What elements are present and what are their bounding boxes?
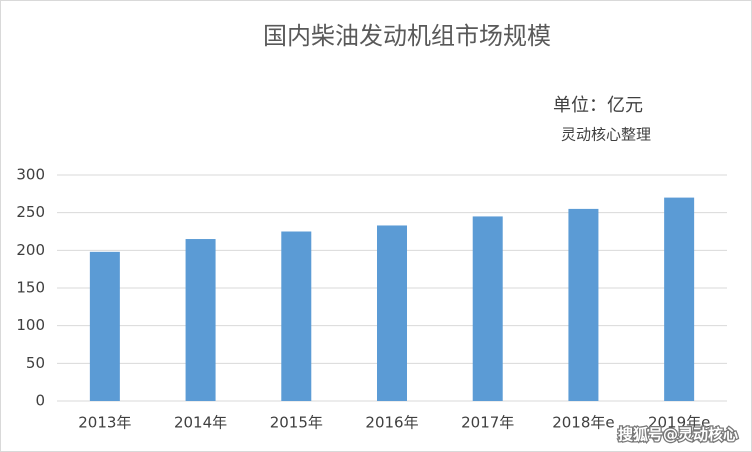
bar bbox=[568, 208, 599, 401]
y-tick-label: 250 bbox=[16, 203, 45, 221]
bar bbox=[377, 225, 407, 401]
x-tick-label: 2013年 bbox=[78, 414, 131, 432]
bar bbox=[664, 197, 695, 401]
y-tick-label: 150 bbox=[16, 279, 45, 297]
bar bbox=[89, 251, 120, 401]
bar bbox=[472, 216, 503, 401]
y-tick-label: 200 bbox=[16, 241, 45, 259]
y-tick-label: 300 bbox=[16, 166, 45, 184]
bar bbox=[185, 239, 216, 401]
x-tick-label: 2015年 bbox=[270, 414, 323, 432]
x-tick-label: 2016年 bbox=[365, 414, 418, 432]
x-tick-label: 2019年e bbox=[648, 414, 710, 432]
y-tick-label: 0 bbox=[35, 392, 45, 410]
unit-note: 单位：亿元 bbox=[553, 95, 643, 116]
x-tick-label: 2017年 bbox=[461, 414, 514, 432]
y-tick-label: 50 bbox=[26, 354, 45, 372]
watermark: 搜狐号@灵动核心 bbox=[618, 426, 738, 444]
bar bbox=[281, 231, 312, 401]
x-tick-label: 2018年e bbox=[552, 414, 614, 432]
source-note: 灵动核心整理 bbox=[561, 126, 651, 144]
y-tick-label: 100 bbox=[16, 316, 45, 334]
x-tick-label: 2014年 bbox=[174, 414, 227, 432]
chart-title: 国内柴油发动机组市场规模 bbox=[263, 22, 551, 50]
